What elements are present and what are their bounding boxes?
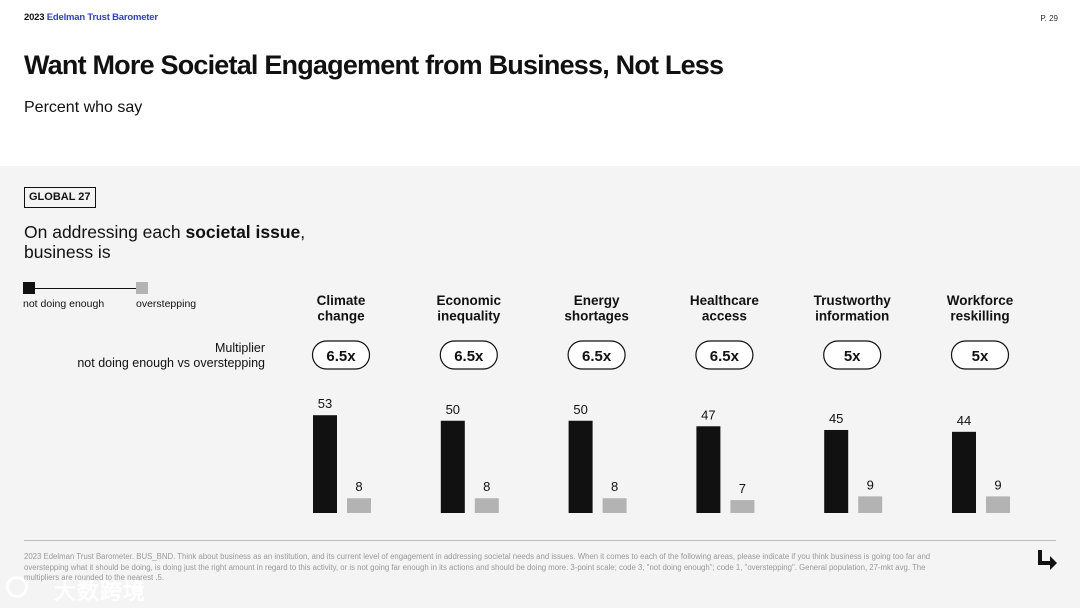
page-number: P. 29 [1040,14,1058,23]
multiplier-label-line2: not doing enough vs overstepping [77,356,265,370]
multiplier-label-line1: Multiplier [214,341,265,355]
question-post: , [300,222,306,242]
brand-name: Edelman Trust Barometer [46,12,158,23]
header-area: 2023 Edelman Trust Barometer P. 29 Want … [0,0,1080,166]
arrow-down-right-icon[interactable] [1035,548,1059,572]
page-title: Want More Societal Engagement from Busin… [24,50,724,80]
legend: not doing enough overstepping [23,282,213,312]
page-subtitle: Percent who say [24,99,143,116]
question-bold: societal issue [185,222,301,242]
brand-year: 2023 [24,12,45,23]
question-text: On addressing each societal issue, busin… [24,222,305,262]
multiplier-label: Multiplier not doing enough vs overstepp… [77,341,265,371]
legend-swatch-overstepping [136,282,148,294]
legend-label-not-doing-enough: not doing enough [23,298,105,310]
watermark: 大数跨境 [6,572,146,604]
footer-divider [24,540,1056,541]
legend-connector [35,288,136,289]
chart-panel [0,166,1080,608]
question-pre: On addressing each [24,222,186,242]
watermark-logo-icon [6,576,28,598]
footnote: 2023 Edelman Trust Barometer. BUS_BND. T… [24,552,931,582]
legend-label-overstepping: overstepping [136,298,197,310]
legend-swatch-not-doing-enough [23,282,35,294]
watermark-text: 大数跨境 [54,579,147,604]
brand-logo: 2023 Edelman Trust Barometer [24,12,158,23]
question-line2: business is [24,242,111,262]
scope-tag: GLOBAL 27 [24,187,96,208]
